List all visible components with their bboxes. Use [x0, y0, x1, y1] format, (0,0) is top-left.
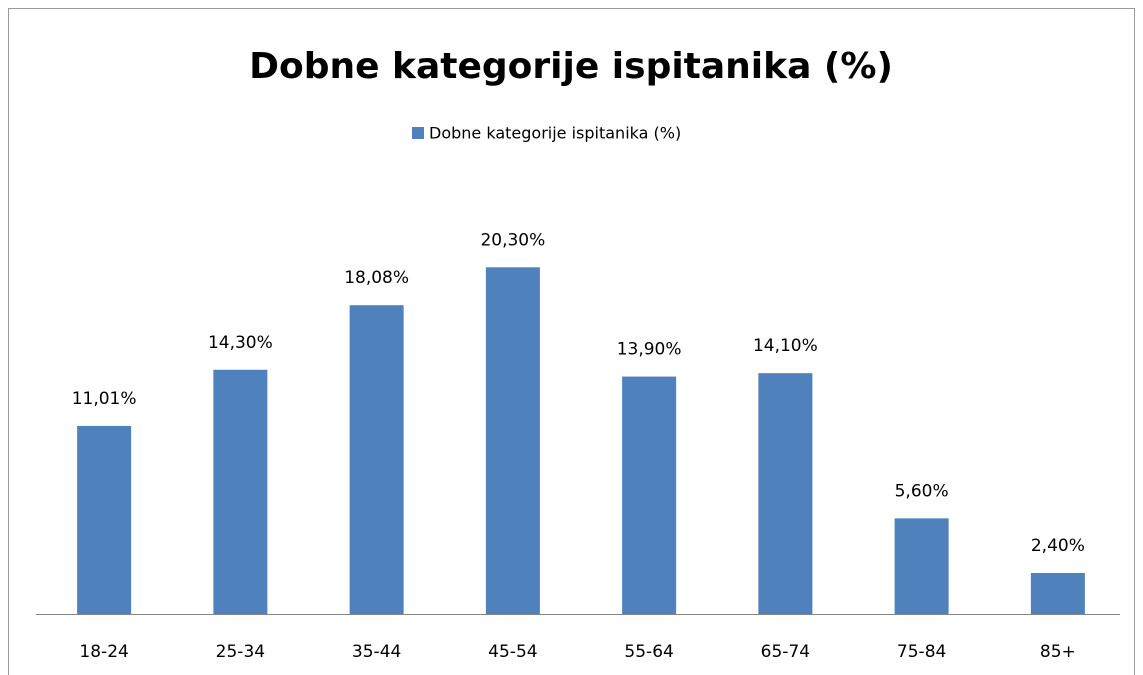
value-label: 18,08% [344, 268, 409, 288]
bar [1030, 573, 1085, 614]
bar [894, 518, 949, 614]
x-tick-label: 45-54 [488, 642, 537, 662]
value-label: 5,60% [895, 481, 949, 501]
bar [758, 373, 813, 614]
x-tick-label: 25-34 [216, 642, 265, 662]
bar [349, 305, 404, 614]
x-tick-label: 55-64 [624, 642, 673, 662]
legend-label: Dobne kategorije ispitanika (%) [429, 124, 681, 143]
value-label: 11,01% [72, 389, 137, 409]
chart-title: Dobne kategorije ispitanika (%) [249, 46, 893, 87]
bar [622, 376, 677, 614]
x-tick-label: 35-44 [352, 642, 401, 662]
value-label: 13,90% [617, 340, 682, 360]
chart-frame [8, 8, 1135, 675]
x-tick-label: 85+ [1040, 642, 1076, 662]
legend-swatch [412, 127, 424, 139]
x-tick-label: 18-24 [79, 642, 128, 662]
bar [77, 425, 132, 614]
value-label: 14,30% [208, 333, 273, 353]
value-label: 2,40% [1031, 536, 1085, 556]
x-tick-label: 65-74 [761, 642, 810, 662]
bar [213, 369, 268, 614]
x-tick-label: 75-84 [897, 642, 946, 662]
bar [485, 267, 540, 614]
value-label: 14,10% [753, 336, 818, 356]
value-label: 20,30% [480, 230, 545, 250]
